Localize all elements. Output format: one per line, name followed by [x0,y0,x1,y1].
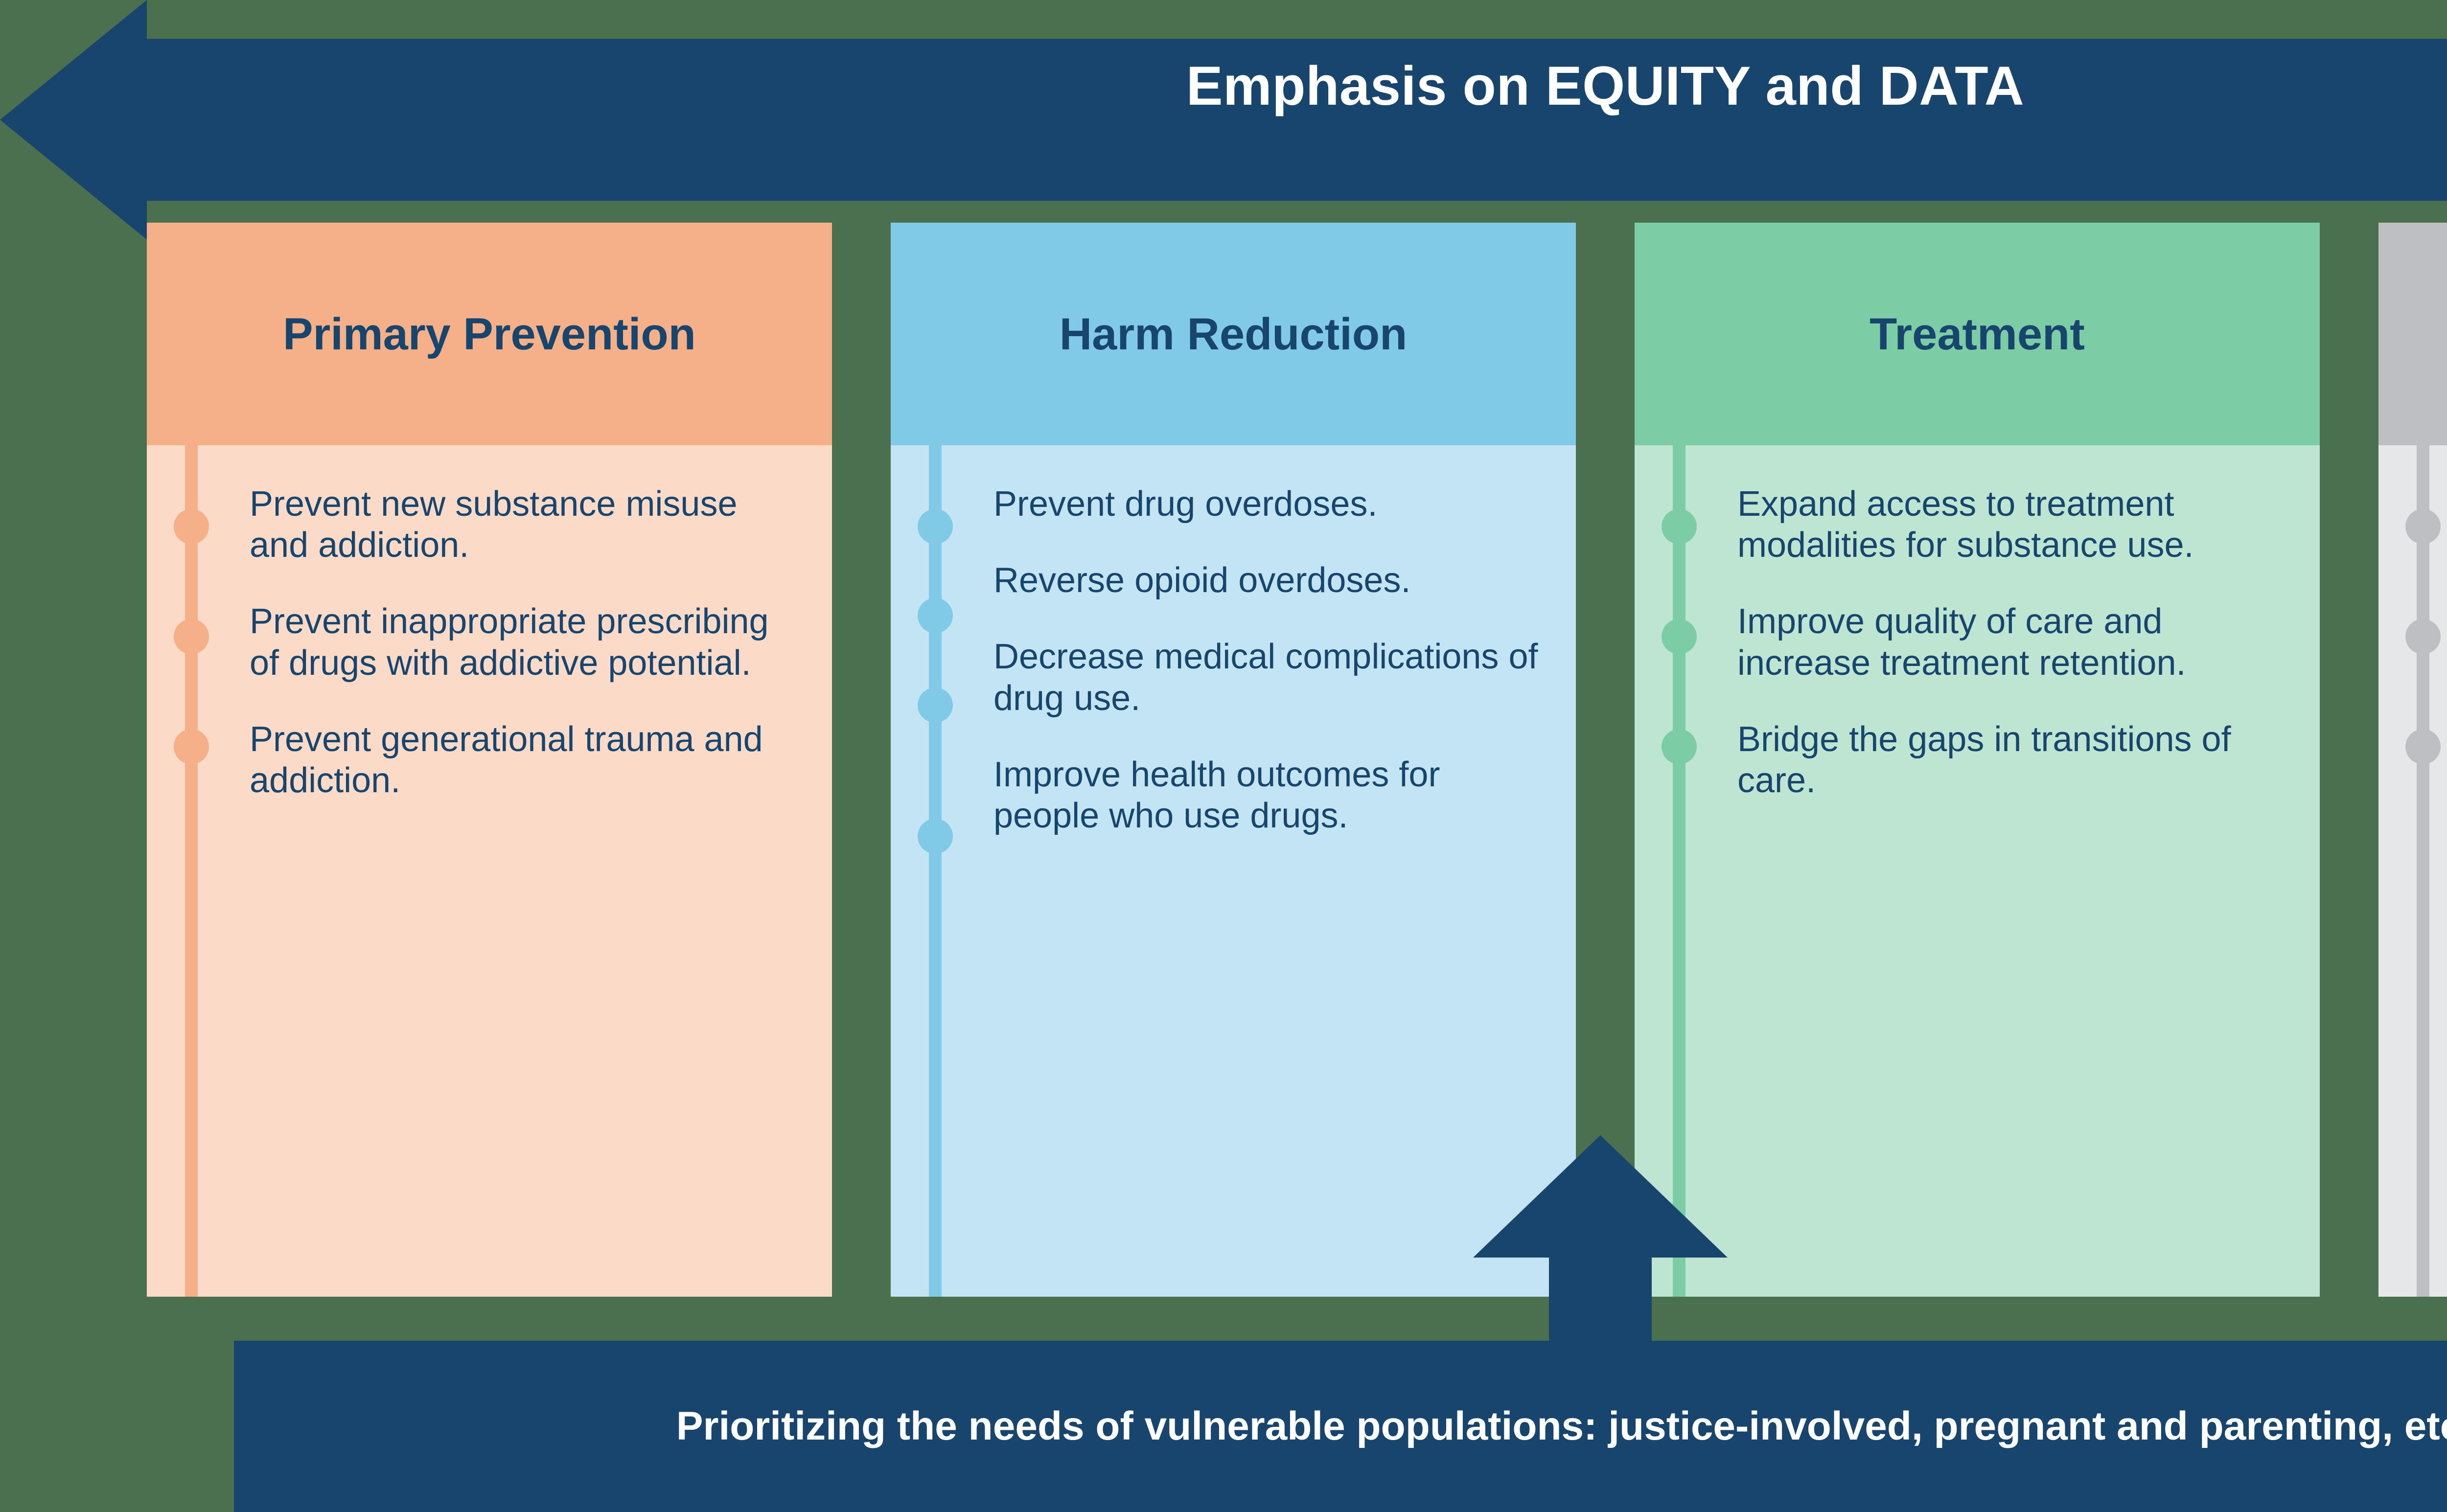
bullet-dot-icon [918,598,953,633]
bullet-dot-icon [2405,619,2441,654]
pillar-item-list: Prevent drug overdoses. Reverse opioid o… [993,483,1542,871]
bullet-dot-icon [2405,509,2441,544]
pillar-body-treatment: Expand access to treatment modalities fo… [1635,445,2320,1297]
vulnerable-populations-up-arrow [1473,1135,1728,1360]
bullet-dot-icon [174,509,209,544]
equity-data-arrow-banner: Emphasis on EQUITY and DATA [0,0,2447,245]
pillar-header-harm-reduction: Harm Reduction [891,223,1576,445]
top-banner-label: Emphasis on EQUITY and DATA [1186,55,2025,116]
pillar-title: Harm Reduction [1059,309,1408,359]
pillar-header-recovery-support: Recovery Support [2378,223,2447,445]
list-item: Prevent new substance misuse and addicti… [250,484,738,565]
list-item: Prevent generational trauma and addictio… [250,719,763,801]
list-item: Prevent inappropriate prescribing of dru… [250,602,769,683]
pillar-treatment[interactable]: Treatment Expand access to treatment mod… [1635,223,2320,1297]
list-item: Reverse opioid overdoses. [993,561,1411,600]
pillar-primary-prevention[interactable]: Primary Prevention Prevent new substance… [147,223,832,1297]
bullet-dots [891,445,1576,1297]
list-item: Bridge the gaps in transitions of care. [1737,719,2231,801]
bullet-dots [147,445,832,1297]
bullet-dot-icon [918,509,953,544]
up-arrow-icon [1473,1135,1728,1360]
list-item: Improve quality of care and increase tre… [1737,602,2186,683]
pillar-item-list: Prevent new substance misuse and addicti… [250,483,798,836]
bullet-rail [1673,445,1685,1297]
bottom-banner-label: Prioritizing the needs of vulnerable pop… [676,1403,2447,1448]
pillar-body-primary-prevention: Prevent new substance misuse and addicti… [147,445,832,1297]
list-item: Expand access to treatment modalities fo… [1737,484,2194,565]
bullet-dots [1635,445,2320,1297]
pillar-recovery-support[interactable]: Recovery Support Increase access to all … [2378,223,2447,1297]
list-item: Improve health outcomes for people who u… [993,755,1440,836]
double-headed-horizontal-arrow-icon [0,0,2447,240]
bullet-dot-icon [174,729,209,764]
pillar-body-recovery-support: Increase access to all recovery pathways… [2378,445,2447,1297]
pillar-header-treatment: Treatment [1635,223,2320,445]
pillar-item-list: Expand access to treatment modalities fo… [1737,483,2285,836]
bullet-dot-icon [1662,729,1697,764]
bullet-rail [929,445,942,1297]
list-item: Prevent drug overdoses. [993,484,1378,524]
bullet-dots [2378,445,2447,1297]
pillar-title: Treatment [1870,309,2085,359]
bullet-rail [185,445,198,1297]
bullet-dot-icon [1662,509,1697,544]
bullet-rail [2417,445,2429,1297]
pillar-harm-reduction[interactable]: Harm Reduction Prevent drug overdoses. R… [891,223,1576,1297]
bullet-dot-icon [2405,729,2441,764]
bullet-dot-icon [1662,619,1697,654]
bullet-dot-icon [918,687,953,723]
bullet-dot-icon [174,619,209,654]
pillar-body-harm-reduction: Prevent drug overdoses. Reverse opioid o… [891,445,1576,1297]
pillar-title: Primary Prevention [283,309,696,359]
pillar-header-primary-prevention: Primary Prevention [147,223,832,445]
bullet-dot-icon [918,819,953,854]
vulnerable-populations-banner: Prioritizing the needs of vulnerable pop… [234,1341,2447,1512]
list-item: Decrease medical complications of drug u… [993,637,1538,718]
